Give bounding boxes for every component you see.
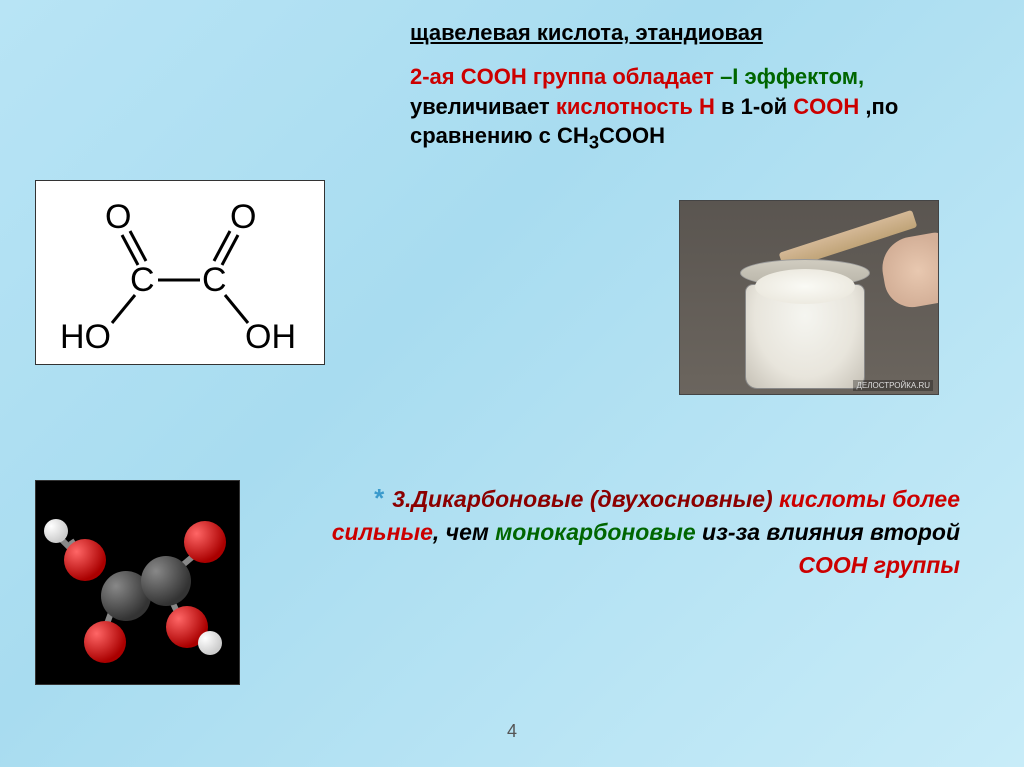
powder-pile <box>755 269 855 304</box>
oxalic-acid-structure: O O C C HO OH <box>50 193 310 353</box>
svg-text:O: O <box>105 198 131 236</box>
slide-subtitle: 2-ая COOH группа обладает –I эффектом, у… <box>410 62 970 156</box>
text-segment: COOH <box>793 94 865 119</box>
oxygen-atom <box>64 539 106 581</box>
photo-watermark: ДЕЛОСТРОЙКА.RU <box>853 380 933 391</box>
svg-text:OH: OH <box>245 318 296 353</box>
hand-shape <box>877 230 939 311</box>
text-segment: COOH <box>599 123 665 148</box>
hydrogen-atom <box>44 519 68 543</box>
hydrogen-atom <box>198 631 222 655</box>
text-segment: увеличивает <box>410 94 556 119</box>
text-segment: COOH группы <box>798 552 960 578</box>
slide-title: щавелевая кислота, этандиовая <box>410 20 763 46</box>
oxygen-atom <box>84 621 126 663</box>
page-number: 4 <box>507 721 517 742</box>
bullet-asterisk: * <box>374 483 384 513</box>
text-segment: , чем <box>433 519 495 545</box>
text-segment: –I эффектом, <box>720 64 864 89</box>
oxygen-atom <box>184 521 226 563</box>
structural-formula: O O C C HO OH <box>35 180 325 365</box>
svg-text:C: C <box>202 261 227 299</box>
text-segment: в 1-ой <box>715 94 793 119</box>
photo-powder-jar: ДЕЛОСТРОЙКА.RU <box>679 200 939 395</box>
molecule-3d-model <box>35 480 240 685</box>
main-statement: *3.Дикарбоновые (двухосновные) кислоты б… <box>310 480 960 581</box>
text-segment: из-за влияния второй <box>702 519 960 545</box>
text-segment: 3 <box>589 132 599 153</box>
svg-text:C: C <box>130 261 155 299</box>
text-segment: 3.Дикарбоновые (двухосновные) <box>392 486 779 512</box>
jar-container <box>735 259 875 389</box>
carbon-atom <box>141 556 191 606</box>
svg-text:O: O <box>230 198 256 236</box>
svg-text:HO: HO <box>60 318 111 353</box>
text-segment: монокарбоновые <box>495 519 702 545</box>
text-segment: 2-ая COOH группа обладает <box>410 64 720 89</box>
text-segment: кислотность H <box>556 94 715 119</box>
text-segment: CH <box>557 123 589 148</box>
